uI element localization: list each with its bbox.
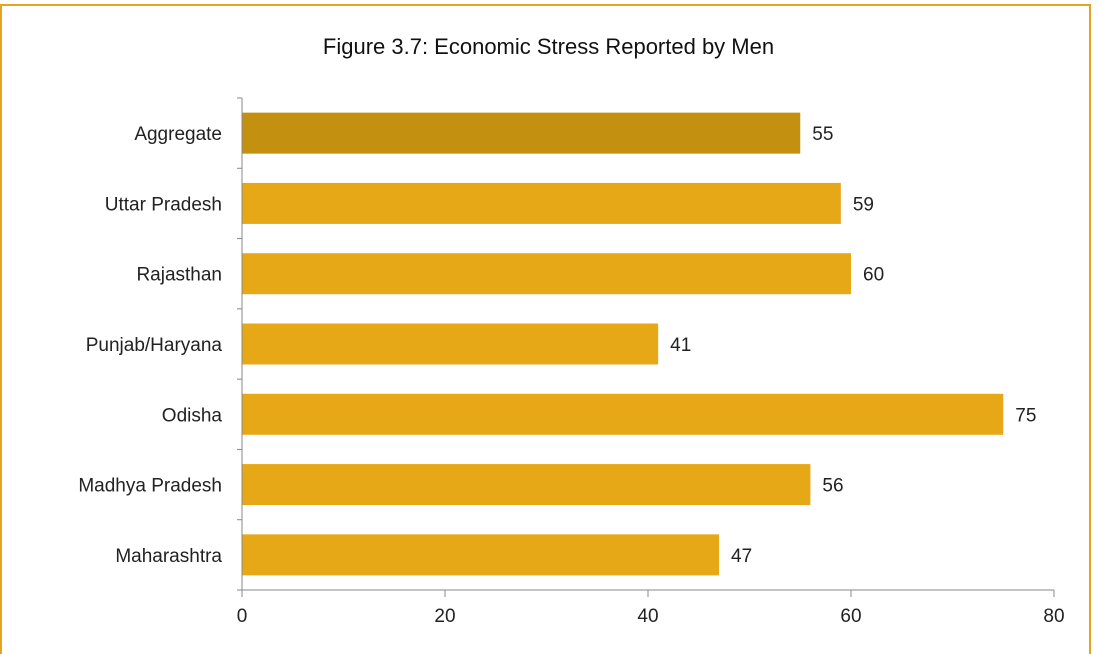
category-label: Madhya Pradesh (78, 476, 222, 497)
chart-frame (0, 4, 1091, 654)
data-label: 55 (812, 124, 833, 145)
bar-maharashtra (242, 534, 720, 576)
data-label: 47 (731, 546, 752, 567)
x-tick-label: 40 (637, 606, 658, 627)
data-label: 60 (863, 265, 884, 286)
category-label: Rajasthan (136, 265, 222, 286)
data-label: 56 (822, 476, 843, 497)
x-tick-label: 60 (840, 606, 861, 627)
bar-madhya-pradesh (242, 464, 811, 506)
data-label: 75 (1015, 405, 1036, 426)
chart-title: Figure 3.7: Economic Stress Reported by … (322, 34, 775, 59)
bar-rajasthan (242, 253, 851, 295)
bar-odisha (242, 393, 1004, 435)
category-label: Uttar Pradesh (105, 194, 222, 215)
bar-punjab-haryana (242, 323, 659, 365)
category-label: Maharashtra (115, 546, 222, 567)
data-label: 41 (670, 335, 691, 356)
x-tick-label: 20 (434, 606, 455, 627)
x-tick-label: 80 (1043, 606, 1064, 627)
axes-group: 0 20 40 60 80 (237, 97, 1065, 627)
category-label: Aggregate (134, 124, 222, 145)
bar-uttar-pradesh (242, 182, 841, 224)
bars-group: Aggregate 55 Uttar Pradesh 59 Rajasthan 60 Pun… (78, 112, 1036, 576)
data-label: 59 (853, 194, 874, 215)
x-tick-label: 0 (237, 606, 248, 627)
bar-aggregate (242, 112, 801, 154)
category-label: Odisha (162, 405, 223, 426)
category-label: Punjab/Haryana (86, 335, 223, 356)
